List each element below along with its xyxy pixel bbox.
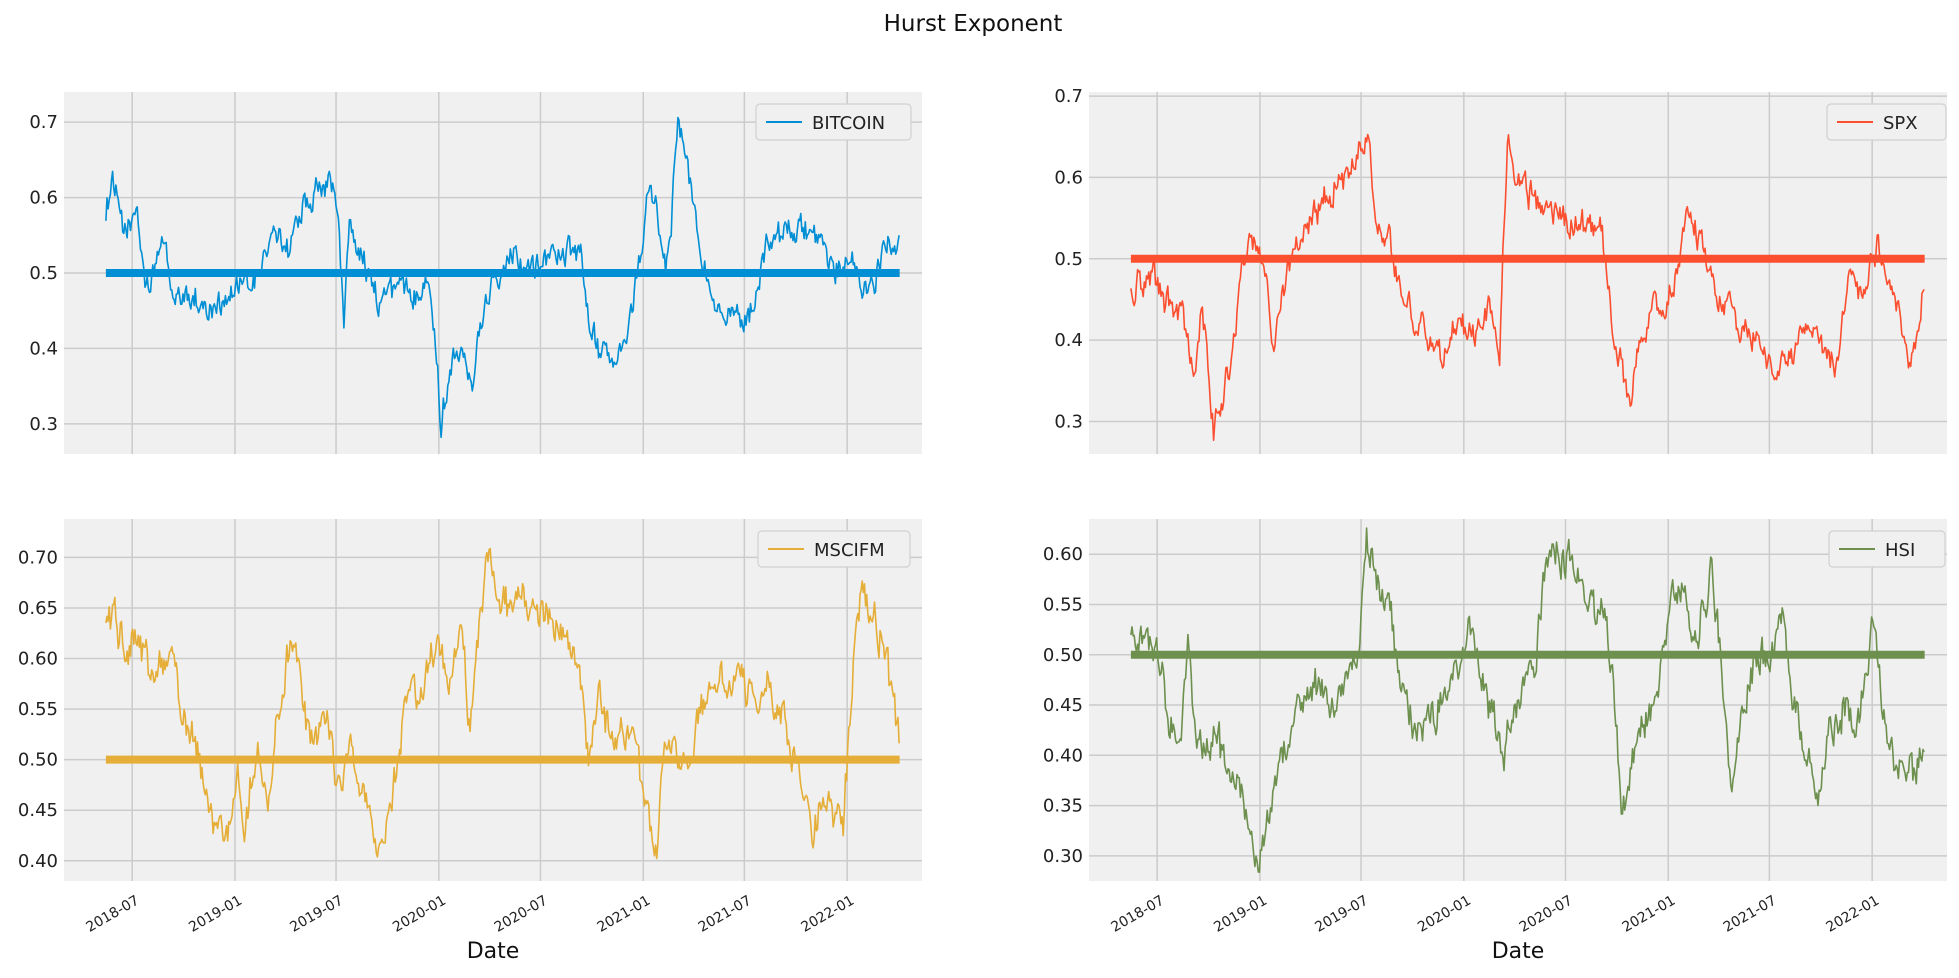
y-tick-label: 0.35 [1043,796,1083,817]
x-tick-label: 2019-07 [287,893,346,936]
series-line-hsi [1130,527,1925,873]
y-tick-label: 0.55 [1043,594,1083,615]
y-tick-label: 0.6 [1054,167,1083,188]
y-tick-label: 0.30 [1043,846,1083,867]
x-tick-label: 2021-01 [1620,893,1679,936]
subplot-mscifm: 0.40 0.45 0.50 0.55 0.60 0.65 0.70 2018-07 2019-… [18,519,922,936]
figure-title: Hurst Exponent [884,11,1063,37]
x-axis-label-hsi: Date [1492,939,1545,964]
y-tick-label: 0.45 [1043,695,1083,716]
y-tick-label: 0.40 [18,851,58,872]
x-tick-label: 2019-07 [1312,893,1371,936]
y-tick-label: 0.60 [1043,544,1083,565]
x-axis-label-msci: Date [467,939,520,964]
y-tick-label: 0.7 [29,112,58,133]
y-tick-label: 0.4 [29,338,58,359]
y-tick-label: 0.3 [29,414,58,435]
x-tick-label: 2020-07 [492,893,551,936]
legend-label: SPX [1883,113,1918,134]
x-tick-label: 2020-07 [1517,893,1576,936]
y-tick-label: 0.60 [18,649,58,670]
plot-area [64,519,922,881]
y-tick-label: 0.3 [1054,411,1083,432]
x-tick-label: 2020-01 [390,893,449,936]
series-line-mscifm [105,547,900,860]
legend: SPX [1826,103,1947,141]
y-tick-label: 0.7 [1054,86,1083,107]
subplot-spx: 0.3 0.4 0.5 0.6 0.7 SPX [1054,86,1947,454]
x-tick-label: 2018-07 [1108,893,1167,936]
legend-label: BITCOIN [812,113,885,134]
y-tick-label: 0.70 [18,547,58,568]
x-tick-label: 2021-07 [1721,893,1780,936]
series-line-bitcoin [105,116,900,439]
x-tick-label: 2020-01 [1415,893,1474,936]
plot-area [1089,92,1947,454]
x-tick-label: 2018-07 [83,893,142,936]
subplot-bitcoin: 0.3 0.4 0.5 0.6 0.7 BITCOIN [29,92,922,454]
legend-label: MSCIFM [814,540,885,561]
legend-box [1826,103,1947,141]
legend-box [1828,530,1946,568]
y-tick-label: 0.5 [1054,249,1083,270]
y-tick-label: 0.6 [29,188,58,209]
y-tick-label: 0.55 [18,699,58,720]
y-tick-label: 0.50 [1043,645,1083,666]
series-line-spx [1130,133,1925,441]
subplot-hsi: 0.30 0.35 0.40 0.45 0.50 0.55 0.60 2018-07 2019-… [1043,519,1947,936]
legend-box [755,103,912,141]
subplot-grid: 0.3 0.4 0.5 0.6 0.7 BITCOIN 0.3 0.4 0.5 0.6 0.7 SPX… [18,86,1947,936]
y-tick-label: 0.65 [18,598,58,619]
legend-box [757,530,911,568]
legend-label: HSI [1885,540,1915,561]
legend: MSCIFM [757,530,911,568]
x-tick-label: 2022-01 [798,893,857,936]
x-tick-label: 2021-01 [595,893,654,936]
y-tick-label: 0.4 [1054,330,1083,351]
y-tick-label: 0.5 [29,263,58,284]
x-tick-label: 2019-01 [1211,893,1270,936]
legend: HSI [1828,530,1946,568]
y-tick-label: 0.50 [18,750,58,771]
x-tick-label: 2022-01 [1823,893,1882,936]
legend: BITCOIN [755,103,912,141]
y-tick-label: 0.45 [18,800,58,821]
y-tick-label: 0.40 [1043,745,1083,766]
x-tick-label: 2021-07 [696,893,755,936]
x-tick-label: 2019-01 [186,893,245,936]
